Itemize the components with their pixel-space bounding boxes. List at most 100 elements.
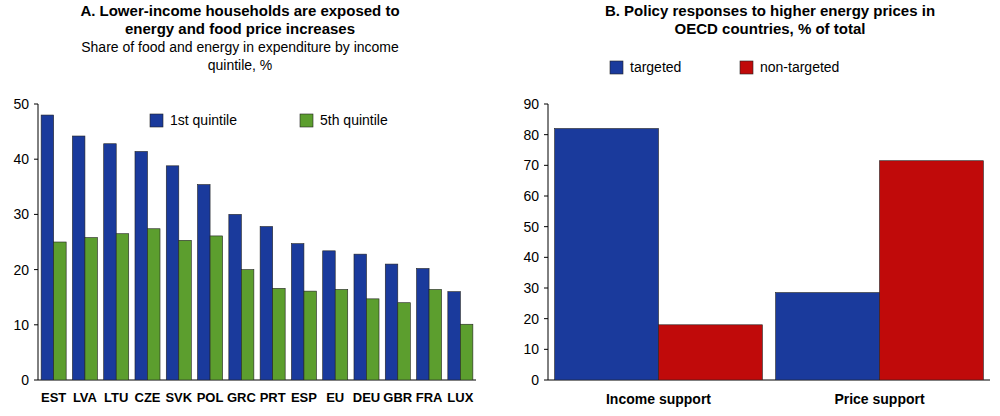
y-tick <box>544 196 548 197</box>
chart-panel: A. Lower-income households are exposed t… <box>13 2 476 405</box>
bar <box>448 292 461 380</box>
bar <box>460 324 473 380</box>
y-tick-label: 70 <box>523 157 539 173</box>
y-tick-label: 40 <box>523 249 539 265</box>
bar <box>54 242 67 380</box>
title: B. Policy responses to higher energy pri… <box>605 2 935 19</box>
y-tick <box>34 104 38 105</box>
bar <box>116 234 129 380</box>
x-tick-label: Price support <box>834 391 925 407</box>
bar <box>367 299 380 380</box>
x-tick-label: SVK <box>165 390 192 405</box>
legend-label: 5th quintile <box>320 112 388 128</box>
y-tick-label: 50 <box>13 96 29 112</box>
y-tick-label: 10 <box>523 341 539 357</box>
y-tick-label: 40 <box>13 151 29 167</box>
y-tick-label: 0 <box>21 372 29 388</box>
bar <box>260 227 273 380</box>
bar <box>148 229 161 380</box>
bar <box>304 291 317 380</box>
bar <box>135 151 148 380</box>
bar <box>323 251 336 380</box>
legend-swatch <box>740 61 753 74</box>
y-tick <box>34 159 38 160</box>
bar <box>166 166 179 380</box>
x-tick-label: FRA <box>416 390 443 405</box>
x-tick-label: ESP <box>291 390 317 405</box>
bar <box>273 288 286 380</box>
y-tick-label: 50 <box>523 219 539 235</box>
bar <box>555 129 659 380</box>
y-axis-line <box>548 104 549 380</box>
bar <box>179 240 192 380</box>
bar <box>198 185 211 380</box>
bar <box>210 236 223 380</box>
bar <box>417 268 430 380</box>
bar <box>229 214 242 380</box>
y-tick <box>544 349 548 350</box>
y-tick <box>544 288 548 289</box>
title: energy and food price increases <box>125 20 355 37</box>
y-tick <box>34 269 38 270</box>
title: OECD countries, % of total <box>675 20 866 37</box>
bar <box>104 144 117 380</box>
legend-label: 1st quintile <box>170 112 237 128</box>
y-tick <box>544 165 548 166</box>
bar <box>880 161 984 380</box>
title: A. Lower-income households are exposed t… <box>80 2 399 19</box>
bar <box>241 270 254 380</box>
x-tick-label: POL <box>197 390 224 405</box>
y-tick <box>544 257 548 258</box>
legend-swatch <box>150 114 163 127</box>
x-tick-label: EU <box>326 390 344 405</box>
bars <box>41 115 473 380</box>
legend-swatch <box>610 61 623 74</box>
bar <box>776 293 880 380</box>
subtitle: Share of food and energy in expenditure … <box>81 39 399 55</box>
y-tick-label: 30 <box>13 206 29 222</box>
x-tick-label: LTU <box>104 390 128 405</box>
x-tick-label: EST <box>41 390 66 405</box>
legend-label: non-targeted <box>760 59 839 75</box>
x-tick-label: LUX <box>447 390 473 405</box>
y-tick <box>544 380 548 381</box>
y-tick <box>544 318 548 319</box>
bar <box>291 244 304 380</box>
y-tick <box>544 134 548 135</box>
y-tick <box>544 226 548 227</box>
x-tick-label: CZE <box>135 390 161 405</box>
y-tick-label: 30 <box>523 280 539 296</box>
y-tick-label: 90 <box>523 96 539 112</box>
x-tick-label: PRT <box>260 390 286 405</box>
x-tick-label: LVA <box>73 390 98 405</box>
bar <box>429 289 442 380</box>
y-tick-label: 0 <box>531 372 539 388</box>
bar <box>335 289 348 380</box>
y-tick <box>34 380 38 381</box>
y-tick <box>34 324 38 325</box>
x-tick-label: DEU <box>353 390 380 405</box>
y-tick <box>34 214 38 215</box>
x-tick-label: Income support <box>606 391 711 407</box>
legend-swatch <box>300 114 313 127</box>
y-tick-label: 20 <box>13 262 29 278</box>
legend-label: targeted <box>630 59 681 75</box>
bar <box>354 254 367 380</box>
y-tick-label: 60 <box>523 188 539 204</box>
subtitle: quintile, % <box>208 57 273 73</box>
bar <box>398 303 411 380</box>
y-tick <box>544 104 548 105</box>
bar <box>72 136 85 380</box>
figure: A. Lower-income households are exposed t… <box>0 0 1000 416</box>
y-tick-label: 80 <box>523 127 539 143</box>
x-tick-label: GRC <box>227 390 257 405</box>
y-tick-label: 10 <box>13 317 29 333</box>
chart-panel: B. Policy responses to higher energy pri… <box>523 2 990 407</box>
bar <box>659 325 763 380</box>
y-axis-line <box>38 104 39 380</box>
bar <box>385 264 398 380</box>
y-tick-label: 20 <box>523 311 539 327</box>
bar <box>41 115 54 380</box>
x-tick-label: GBR <box>383 390 413 405</box>
bar <box>85 238 98 380</box>
